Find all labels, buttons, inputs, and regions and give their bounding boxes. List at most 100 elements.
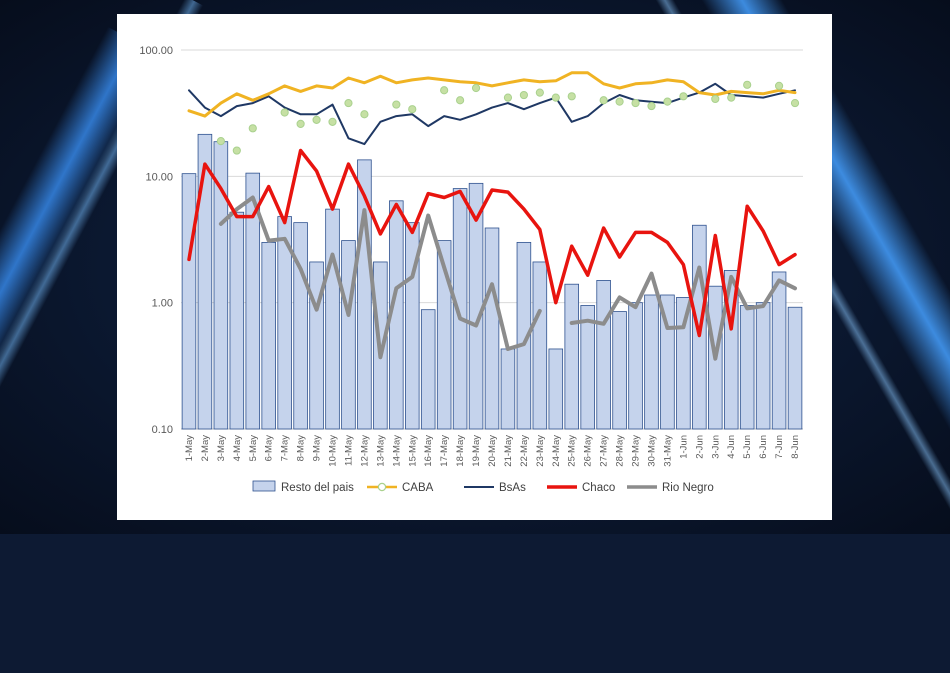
chart-panel: 100.00 10.00 1.00 0.10 1-May 2-May 3-May 4-May 5…: [117, 14, 832, 520]
legend-swatch-resto-del-pais: [252, 480, 276, 492]
point-caba: [615, 97, 624, 106]
x-tick-label: 6-May: [264, 435, 275, 462]
bar-resto-del-pais: [197, 133, 213, 430]
point-caba: [535, 88, 544, 97]
bar-resto-del-pais: [404, 222, 420, 430]
x-tick-label: 20-May: [487, 435, 498, 467]
bar-resto-del-pais: [516, 241, 532, 430]
point-caba: [679, 92, 688, 101]
bar-resto-del-pais: [261, 241, 276, 430]
x-tick-label: 28-May: [615, 435, 626, 467]
bar-resto-del-pais: [341, 240, 356, 430]
bar-resto-del-pais: [612, 311, 627, 430]
bar-resto-del-pais: [580, 305, 595, 430]
bar-resto-del-pais: [420, 309, 436, 430]
x-tick-label: 4-May: [232, 435, 243, 462]
point-caba: [248, 124, 257, 133]
bar-resto-del-pais: [787, 306, 803, 430]
point-caba: [471, 83, 481, 93]
x-tick-label: 23-May: [535, 435, 546, 467]
line-chaco: [187, 148, 797, 338]
x-tick-label: 9-May: [312, 435, 323, 462]
bar-resto-del-pais: [181, 173, 197, 430]
x-tick-label: 2-Jun: [694, 435, 705, 459]
point-caba: [392, 100, 401, 109]
bar-resto-del-pais: [229, 211, 245, 430]
bar-resto-del-pais: [452, 188, 468, 430]
point-caba: [328, 117, 337, 126]
point-caba: [727, 93, 736, 102]
x-tick-label: 6-Jun: [758, 435, 769, 459]
point-caba: [567, 92, 576, 101]
x-tick-label: 19-May: [471, 435, 482, 467]
point-caba: [663, 97, 672, 106]
bar-resto-del-pais: [436, 240, 452, 430]
bar-resto-del-pais: [500, 348, 516, 430]
x-tick-label: 15-May: [407, 435, 418, 467]
point-caba: [743, 80, 752, 89]
x-tick-label: 25-May: [567, 435, 578, 467]
x-tick-label: 7-Jun: [774, 435, 785, 459]
x-tick-label: 26-May: [583, 435, 594, 467]
legend-label: Chaco: [582, 482, 615, 494]
y-tick-label: 1.00: [152, 298, 173, 310]
bar-resto-del-pais: [325, 208, 340, 430]
bar-resto-del-pais: [596, 280, 611, 430]
point-caba: [503, 93, 513, 102]
point-caba: [232, 146, 241, 155]
legend-marker-caba: [377, 482, 387, 492]
x-tick-label: 24-May: [551, 435, 562, 467]
bar-resto-del-pais: [564, 283, 580, 430]
x-tick-label: 4-Jun: [726, 435, 737, 459]
bar-resto-del-pais: [293, 222, 308, 430]
point-caba: [631, 98, 640, 108]
x-tick-label: 16-May: [423, 435, 434, 467]
y-tick-label: 100.00: [139, 45, 173, 57]
point-caba: [519, 90, 528, 100]
x-tick-label: 1-Jun: [678, 435, 689, 459]
x-tick-label: 18-May: [455, 435, 466, 467]
y-tick-label: 0.10: [152, 424, 173, 436]
x-tick-label: 31-May: [662, 435, 673, 467]
x-tick-label: 13-May: [375, 435, 386, 467]
y-tick-label: 10.00: [145, 171, 173, 183]
point-caba: [599, 96, 608, 105]
bar-resto-del-pais: [676, 297, 691, 430]
x-tick-label: 3-May: [216, 435, 227, 462]
point-caba: [440, 86, 449, 95]
point-caba: [647, 101, 656, 111]
legend-label: Rio Negro: [662, 482, 714, 494]
x-tick-label: 1-May: [184, 435, 195, 462]
point-caba: [344, 98, 353, 108]
bar-resto-del-pais: [755, 302, 771, 430]
point-caba: [296, 119, 305, 129]
chart-svg: 100.00 10.00 1.00 0.10 1-May 2-May 3-May 4-May 5…: [139, 45, 803, 494]
legend-label: BsAs: [499, 482, 526, 494]
x-tick-label: 5-May: [248, 435, 259, 462]
point-caba: [456, 96, 465, 105]
point-caba: [216, 137, 225, 146]
x-tick-label: 27-May: [599, 435, 610, 467]
point-caba: [790, 98, 800, 108]
bar-resto-del-pais: [739, 305, 755, 430]
x-tick-label: 5-Jun: [742, 435, 753, 459]
point-caba: [408, 105, 417, 114]
x-tick-label: 8-Jun: [790, 435, 801, 459]
x-tick-label: 8-May: [296, 435, 307, 462]
bar-resto-del-pais: [628, 302, 643, 430]
legend-label: CABA: [402, 482, 434, 494]
line-caba: [187, 71, 797, 118]
point-caba: [711, 94, 720, 104]
point-caba: [280, 108, 289, 117]
bar-resto-del-pais: [213, 141, 229, 430]
legend-label: Resto del pais: [281, 482, 354, 494]
bar-resto-del-pais: [644, 294, 659, 430]
bar-resto-del-pais: [548, 348, 564, 430]
point-caba: [312, 115, 321, 124]
bar-resto-del-pais: [245, 172, 261, 430]
line-rio-negro: [218, 195, 797, 361]
x-tick-label: 12-May: [359, 435, 370, 467]
point-caba: [551, 93, 560, 102]
bar-resto-del-pais: [771, 271, 787, 430]
bar-resto-del-pais: [484, 227, 500, 430]
